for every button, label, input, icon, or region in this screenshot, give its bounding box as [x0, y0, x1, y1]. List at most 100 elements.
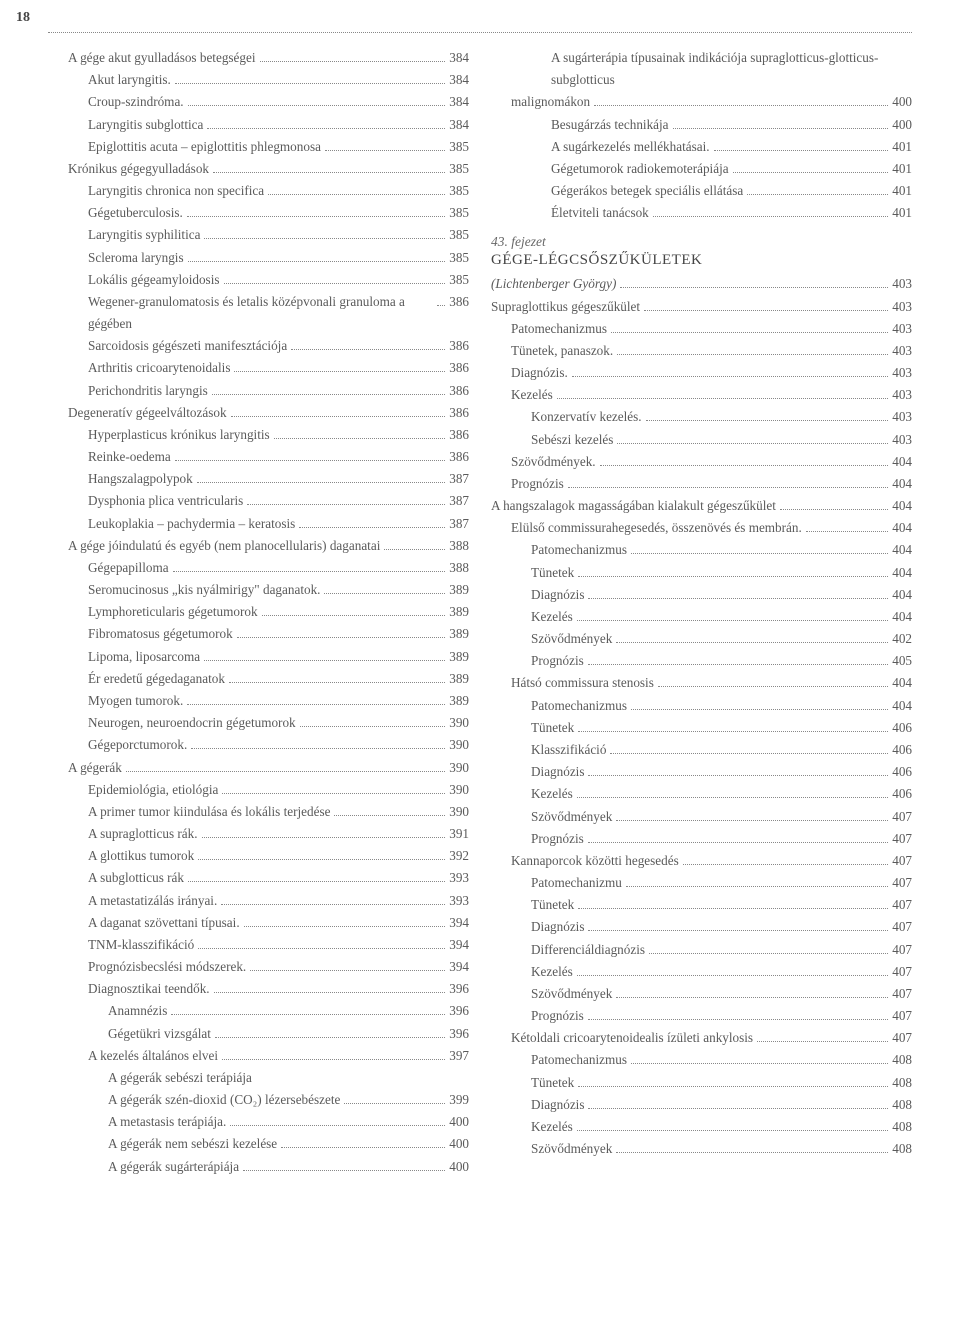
- toc-page: 386: [449, 402, 469, 424]
- toc-entry: Prognózis404: [491, 473, 912, 495]
- toc-entry: Krónikus gégegyulladások385: [48, 158, 469, 180]
- toc-label: Perichondritis laryngis: [88, 380, 208, 402]
- toc-entry: Tünetek, panaszok.403: [491, 340, 912, 362]
- toc-entry: Kétoldali cricoarytenoidealis ízületi an…: [491, 1027, 912, 1049]
- toc-page: 390: [449, 712, 469, 734]
- toc-page: 400: [892, 91, 912, 113]
- toc-label: Sarcoidosis gégészeti manifesztációja: [88, 335, 287, 357]
- toc-page: 391: [449, 823, 469, 845]
- toc-entry: Kezelés406: [491, 783, 912, 805]
- toc-label: A gégerák sebészi terápiája: [108, 1067, 252, 1089]
- toc-label: Kezelés: [531, 783, 573, 805]
- toc-entry: A gégerák390: [48, 757, 469, 779]
- toc-page: 403: [892, 406, 912, 428]
- toc-page: 401: [892, 202, 912, 224]
- toc-entry: Laryngitis chronica non specifica385: [48, 180, 469, 202]
- toc-page: 386: [449, 424, 469, 446]
- toc-label: Hangszalagpolypok: [88, 468, 193, 490]
- toc-label: Wegener-granulomatosis és letalis középv…: [88, 291, 433, 335]
- toc-entry: Kezelés407: [491, 961, 912, 983]
- toc-entry: Diagnózis407: [491, 916, 912, 938]
- toc-page: 397: [449, 1045, 469, 1067]
- toc-page: 403: [892, 429, 912, 451]
- toc-label: malignomákon: [511, 91, 590, 113]
- toc-entry: Gégerákos betegek speciális ellátása401: [491, 180, 912, 202]
- toc-entry: A gégerák szén-dioxid (CO₂) lézersebésze…: [48, 1089, 469, 1111]
- toc-entry: Szövődmények402: [491, 628, 912, 650]
- toc-entry: Patomechanizmus 404: [491, 695, 912, 717]
- toc-page: 404: [892, 451, 912, 473]
- toc-label: Diagnózis: [531, 761, 584, 783]
- toc-page: 387: [449, 513, 469, 535]
- toc-label: Dysphonia plica ventricularis: [88, 490, 243, 512]
- toc-label: Besugárzás technikája: [551, 114, 669, 136]
- toc-label: Leukoplakia – pachydermia – keratosis: [88, 513, 295, 535]
- toc-page: 401: [892, 158, 912, 180]
- toc-page: 403: [892, 273, 912, 295]
- toc-page: 403: [892, 318, 912, 340]
- toc-page: 392: [449, 845, 469, 867]
- toc-label: Szövődmények: [531, 628, 612, 650]
- toc-page: 389: [449, 668, 469, 690]
- toc-page: 403: [892, 384, 912, 406]
- toc-label: Lipoma, liposarcoma: [88, 646, 200, 668]
- toc-entry: Laryngitis syphilitica385: [48, 224, 469, 246]
- toc-label: Hyperplasticus krónikus laryngitis: [88, 424, 270, 446]
- toc-entry: Patomechanizmus403: [491, 318, 912, 340]
- toc-label: Croup-szindróma.: [88, 91, 184, 113]
- toc-label: Tünetek: [531, 894, 574, 916]
- toc-entry: Lymphoreticularis gégetumorok389: [48, 601, 469, 623]
- toc-entry: A subglotticus rák393: [48, 867, 469, 889]
- toc-label: Diagnosztikai teendők.: [88, 978, 210, 1000]
- toc-label: A gégerák: [68, 757, 122, 779]
- toc-label: Arthritis cricoarytenoidalis: [88, 357, 230, 379]
- toc-label: Akut laryngitis.: [88, 69, 171, 91]
- toc-entry: Reinke-oedema386: [48, 446, 469, 468]
- toc-page: 407: [892, 850, 912, 872]
- toc-page: 390: [449, 734, 469, 756]
- toc-page: 387: [449, 490, 469, 512]
- toc-label: TNM-klasszifikáció: [88, 934, 194, 956]
- toc-page: 384: [449, 47, 469, 69]
- toc-page: 389: [449, 646, 469, 668]
- toc-label: Krónikus gégegyulladások: [68, 158, 209, 180]
- toc-page: 404: [892, 695, 912, 717]
- toc-label: Patomechanizmus: [531, 695, 627, 717]
- toc-label: Szövődmények: [531, 806, 612, 828]
- toc-page: 407: [892, 1005, 912, 1027]
- toc-label: Kezelés: [531, 961, 573, 983]
- toc-entry: A sugárkezelés mellékhatásai.401: [491, 136, 912, 158]
- toc-label: Szövődmények: [531, 1138, 612, 1160]
- toc-entry: Epiglottitis acuta – epiglottitis phlegm…: [48, 136, 469, 158]
- toc-entry: Hyperplasticus krónikus laryngitis 386: [48, 424, 469, 446]
- toc-entry: A gégerák nem sebészi kezelése400: [48, 1133, 469, 1155]
- toc-page: 404: [892, 672, 912, 694]
- toc-page: 389: [449, 601, 469, 623]
- toc-entry: Kezelés403: [491, 384, 912, 406]
- toc-page: 389: [449, 690, 469, 712]
- toc-entry: A supraglotticus rák. 391: [48, 823, 469, 845]
- toc-entry: Prognózis407: [491, 828, 912, 850]
- toc-page: 407: [892, 894, 912, 916]
- toc-entry: Tünetek 407: [491, 894, 912, 916]
- toc-page: 390: [449, 801, 469, 823]
- toc-label: A gége akut gyulladásos betegségei: [68, 47, 256, 69]
- toc-label: A supraglotticus rák.: [88, 823, 198, 845]
- toc-label: Laryngitis syphilitica: [88, 224, 200, 246]
- toc-page: 388: [449, 535, 469, 557]
- toc-entry: Dysphonia plica ventricularis 387: [48, 490, 469, 512]
- toc-label: A gégerák nem sebészi kezelése: [108, 1133, 277, 1155]
- toc-label: Gégetumorok radiokemoterápiája: [551, 158, 729, 180]
- toc-page: 407: [892, 916, 912, 938]
- toc-page: 408: [892, 1138, 912, 1160]
- toc-page: 384: [449, 91, 469, 113]
- toc-label: Gégetuberculosis.: [88, 202, 183, 224]
- toc-page: 407: [892, 1027, 912, 1049]
- toc-entry: A gége akut gyulladásos betegségei 384: [48, 47, 469, 69]
- toc-entry: A sugárterápia típusainak indikációja su…: [491, 47, 912, 91]
- toc-label: Életviteli tanácsok: [551, 202, 649, 224]
- toc-label: Tünetek: [531, 1072, 574, 1094]
- toc-entry: Seromucinosus „kis nyálmirigy" daganatok…: [48, 579, 469, 601]
- toc-page: 400: [892, 114, 912, 136]
- toc-page: 385: [449, 136, 469, 158]
